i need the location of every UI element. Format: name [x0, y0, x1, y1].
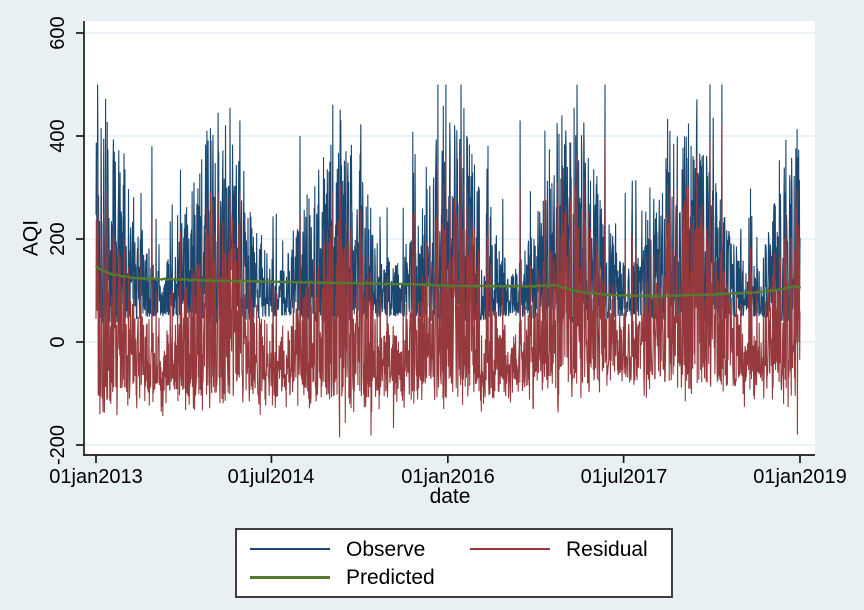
predicted-series-line: [94, 265, 802, 298]
observe-line-sample: [250, 548, 330, 550]
y-tick-label-600: 600: [47, 16, 69, 50]
x-tick-label-01jan2013: 01jan2013: [49, 466, 143, 488]
y-tick-label-400: 400: [47, 119, 69, 153]
y-tick-label--200: -200: [47, 424, 69, 466]
legend-label-residual: Residual: [566, 537, 648, 561]
x-tick-label-01jul2014: 01jul2014: [227, 466, 315, 488]
legend-box: Observe Residual Predicted: [235, 528, 673, 598]
legend-row-2: Predicted: [250, 563, 671, 591]
y-tick-label-0: 0: [47, 336, 69, 348]
x-tick-label-01jan2019: 01jan2019: [753, 466, 847, 488]
x-tick-label-01jan2016: 01jan2016: [401, 466, 495, 488]
predicted-line-sample: [250, 575, 330, 579]
legend-label-observe: Observe: [346, 537, 426, 561]
residual-line-sample: [470, 548, 550, 550]
y-tick-label-200: 200: [47, 222, 69, 256]
x-tick-label-01jul2017: 01jul2017: [580, 466, 668, 488]
legend-row-1: Observe Residual: [250, 535, 671, 563]
legend-col-2: Residual: [470, 539, 675, 560]
legend-label-predicted: Predicted: [346, 565, 435, 589]
residual-series-line: [95, 125, 801, 438]
y-axis-title: AQI: [19, 219, 43, 257]
x-axis-title: date: [429, 485, 471, 508]
